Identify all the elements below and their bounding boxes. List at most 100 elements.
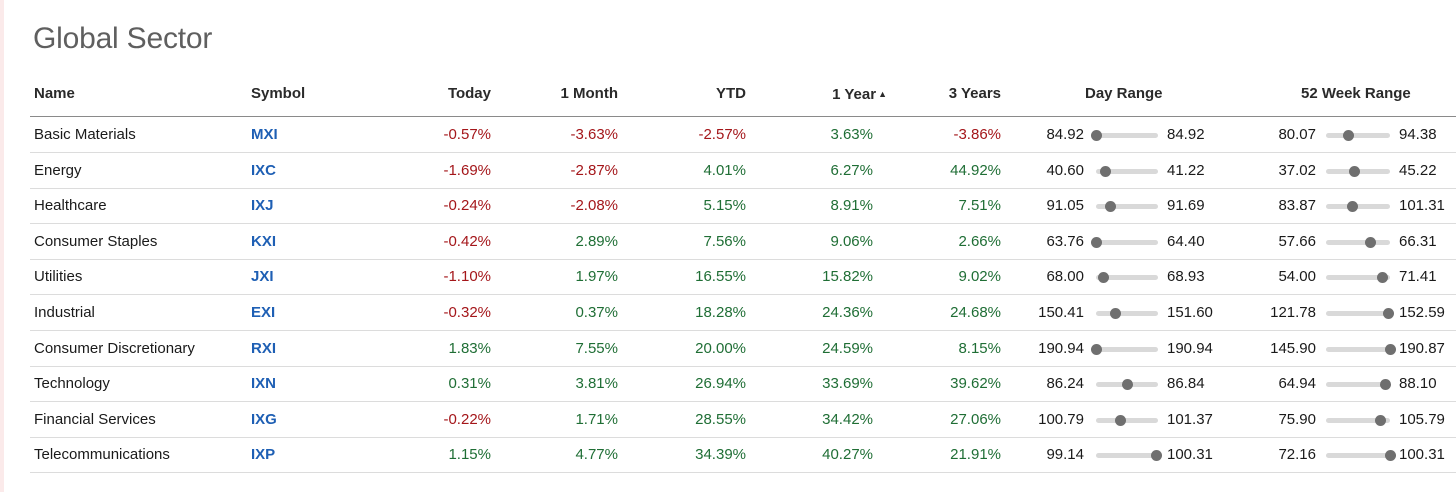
3-years-change: 7.51% bbox=[958, 197, 1001, 215]
column-header-ytd[interactable]: YTD bbox=[716, 85, 746, 102]
1-year-change: 40.27% bbox=[822, 446, 873, 464]
day-range-low: 86.24 bbox=[1046, 375, 1084, 393]
sector-name: Industrial bbox=[34, 304, 95, 321]
52-week-range-marker bbox=[1383, 308, 1395, 319]
day-range-high: 190.94 bbox=[1167, 339, 1213, 357]
column-header-1-month[interactable]: 1 Month bbox=[560, 85, 619, 102]
day-range-bar bbox=[1096, 308, 1158, 319]
column-header-3-years[interactable]: 3 Years bbox=[948, 85, 1001, 102]
day-range-bar bbox=[1096, 201, 1158, 213]
sector-symbol-link[interactable]: KXI bbox=[251, 232, 277, 250]
1-year-change: 6.27% bbox=[830, 161, 873, 179]
column-header-day-range[interactable]: Day Range bbox=[1085, 85, 1163, 102]
table-row[interactable]: Financial Services IXG -0.22% 1.71% 28.55% 34… bbox=[30, 402, 1456, 438]
day-range-bar bbox=[1091, 236, 1158, 248]
1-month-change: 1.71% bbox=[575, 410, 618, 428]
left-edge-accent bbox=[0, 0, 4, 492]
sector-symbol-link[interactable]: IXC bbox=[251, 161, 277, 179]
1-month-change: 2.89% bbox=[575, 232, 618, 250]
52-week-range-marker bbox=[1348, 165, 1360, 177]
day-range-bar bbox=[1091, 130, 1158, 141]
day-range-bar bbox=[1096, 450, 1163, 462]
52-week-range-high: 105.79 bbox=[1399, 410, 1445, 428]
table-row[interactable]: Telecommunications IXP 1.15% 4.77% 34.39% 40.… bbox=[30, 437, 1456, 474]
ytd-change: -2.57% bbox=[698, 126, 746, 143]
day-range-low: 63.76 bbox=[1046, 232, 1084, 250]
52-week-range-low: 37.02 bbox=[1278, 161, 1316, 179]
today-change: -0.42% bbox=[443, 232, 491, 250]
day-range-high: 91.69 bbox=[1167, 197, 1205, 215]
3-years-change: 21.91% bbox=[950, 446, 1001, 464]
1-month-change: -2.87% bbox=[570, 161, 618, 179]
1-month-change: 1.97% bbox=[575, 268, 618, 286]
today-change: 0.31% bbox=[448, 375, 491, 393]
1-month-change: 0.37% bbox=[575, 304, 618, 321]
table-row[interactable]: Consumer Discretionary RXI 1.83% 7.55% 20.00… bbox=[30, 331, 1456, 367]
day-range-marker bbox=[1104, 201, 1116, 213]
sector-symbol-link[interactable]: EXI bbox=[251, 304, 276, 321]
table-row[interactable]: Energy IXC -1.69% -2.87% 4.01% 6.27% 44.92% 40.… bbox=[30, 153, 1456, 189]
sector-symbol-link[interactable]: IXN bbox=[251, 375, 277, 393]
52-week-range-marker bbox=[1379, 379, 1391, 391]
page-title: Global Sector bbox=[33, 22, 213, 55]
day-range-low: 91.05 bbox=[1046, 197, 1084, 215]
header-divider bbox=[30, 116, 1456, 117]
sector-name: Telecommunications bbox=[34, 446, 170, 464]
column-header-symbol[interactable]: Symbol bbox=[251, 85, 306, 102]
1-year-change: 24.36% bbox=[822, 304, 873, 321]
table-row[interactable]: Technology IXN 0.31% 3.81% 26.94% 33.69% 39.62… bbox=[30, 366, 1456, 403]
52-week-range-high: 71.41 bbox=[1399, 268, 1437, 286]
sector-symbol-link[interactable]: IXG bbox=[251, 410, 277, 428]
column-header-today[interactable]: Today bbox=[447, 85, 491, 102]
52-week-range-bar bbox=[1326, 236, 1390, 248]
table-row[interactable]: Consumer Staples KXI -0.42% 2.89% 7.56% 9.06%… bbox=[30, 224, 1456, 260]
day-range-marker bbox=[1098, 272, 1110, 284]
52-week-range-low: 54.00 bbox=[1278, 268, 1316, 286]
ytd-change: 34.39% bbox=[695, 446, 746, 464]
sector-name: Utilities bbox=[34, 268, 83, 286]
sector-name: Healthcare bbox=[34, 197, 107, 215]
today-change: 1.83% bbox=[448, 339, 491, 357]
3-years-change: 39.62% bbox=[950, 375, 1001, 393]
table-row[interactable]: Utilities JXI -1.10% 1.97% 16.55% 15.82% 9.02%… bbox=[30, 259, 1456, 296]
3-years-change: 2.66% bbox=[958, 232, 1001, 250]
sector-name: Technology bbox=[34, 375, 110, 393]
day-range-bar bbox=[1096, 379, 1158, 391]
52-week-range-bar bbox=[1326, 414, 1390, 426]
column-header-52-week-range[interactable]: 52 Week Range bbox=[1301, 85, 1411, 102]
today-change: -1.10% bbox=[443, 268, 491, 286]
sector-symbol-link[interactable]: MXI bbox=[251, 126, 278, 143]
column-header-name[interactable]: Name bbox=[34, 85, 75, 102]
52-week-range-bar bbox=[1326, 450, 1396, 462]
52-week-range-low: 145.90 bbox=[1270, 339, 1316, 357]
day-range-low: 100.79 bbox=[1038, 410, 1084, 428]
ytd-change: 18.28% bbox=[695, 304, 746, 321]
sector-name: Financial Services bbox=[34, 410, 156, 428]
ytd-change: 5.15% bbox=[703, 197, 746, 215]
52-week-range-high: 66.31 bbox=[1399, 232, 1437, 250]
52-week-range-high: 94.38 bbox=[1399, 126, 1437, 143]
3-years-change: -3.86% bbox=[953, 126, 1001, 143]
1-month-change: -3.63% bbox=[570, 126, 618, 143]
table-row[interactable]: Basic Materials MXI -0.57% -3.63% -2.57% 3.63… bbox=[30, 117, 1456, 153]
1-year-change: 24.59% bbox=[822, 339, 873, 357]
column-header-1-year[interactable]: 1 Year ▲ bbox=[760, 84, 887, 105]
day-range-bar bbox=[1096, 165, 1158, 177]
table-row[interactable]: Industrial EXI -0.32% 0.37% 18.28% 24.36% 24.6… bbox=[30, 295, 1456, 331]
day-range-bar bbox=[1091, 343, 1158, 355]
52-week-range-low: 57.66 bbox=[1278, 232, 1316, 250]
52-week-range-marker bbox=[1346, 201, 1358, 213]
sector-symbol-link[interactable]: IXJ bbox=[251, 197, 274, 215]
day-range-high: 41.22 bbox=[1167, 161, 1205, 179]
1-year-change: 3.63% bbox=[830, 126, 873, 143]
52-week-range-bar bbox=[1326, 308, 1395, 319]
table-row[interactable]: Healthcare IXJ -0.24% -2.08% 5.15% 8.91% 7.51%… bbox=[30, 188, 1456, 225]
1-year-change: 8.91% bbox=[830, 197, 873, 215]
sector-symbol-link[interactable]: IXP bbox=[251, 446, 276, 464]
52-week-range-high: 152.59 bbox=[1399, 304, 1445, 321]
day-range-marker bbox=[1109, 308, 1121, 319]
sector-symbol-link[interactable]: JXI bbox=[251, 268, 274, 286]
sector-symbol-link[interactable]: RXI bbox=[251, 339, 277, 357]
52-week-range-low: 121.78 bbox=[1270, 304, 1316, 321]
ytd-change: 7.56% bbox=[703, 232, 746, 250]
